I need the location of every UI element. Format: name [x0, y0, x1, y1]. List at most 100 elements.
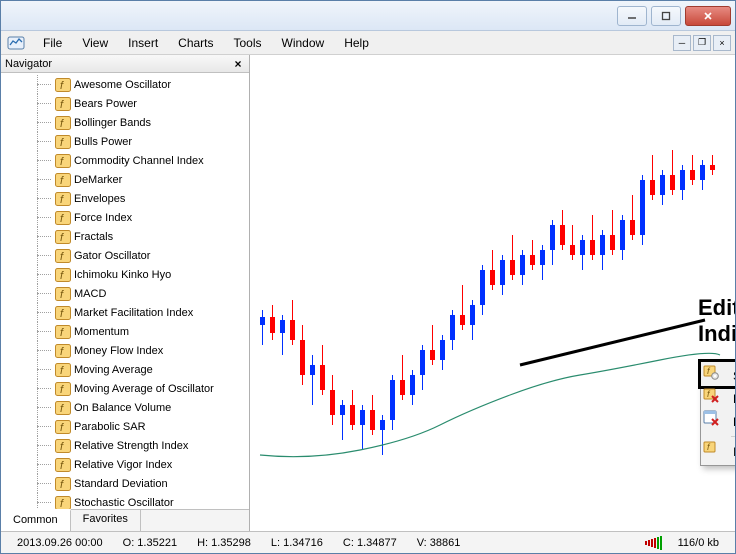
- menu-tools[interactable]: Tools: [224, 33, 272, 53]
- ctx-delete-indicator[interactable]: f Delete Indicator: [703, 387, 735, 410]
- indicator-item[interactable]: fBears Power: [1, 94, 249, 113]
- indicator-item[interactable]: fRelative Strength Index: [1, 436, 249, 455]
- menu-insert[interactable]: Insert: [118, 33, 168, 53]
- ctx-list-label: Indicators List: [729, 445, 735, 459]
- indicator-label: Force Index: [74, 212, 132, 224]
- indicator-item[interactable]: fStandard Deviation: [1, 474, 249, 493]
- status-low: L: 1.34716: [261, 537, 333, 549]
- indicator-item[interactable]: fBulls Power: [1, 132, 249, 151]
- ctx-delete-window[interactable]: Delete Indicator Window: [703, 410, 735, 433]
- indicator-label: Envelopes: [74, 193, 125, 205]
- navigator-tree[interactable]: fAwesome OscillatorfBears PowerfBollinge…: [1, 73, 249, 509]
- close-button[interactable]: [685, 6, 731, 26]
- status-vol: V: 38861: [407, 537, 471, 549]
- indicator-item[interactable]: fMoving Average of Oscillator: [1, 379, 249, 398]
- app-icon: [5, 33, 27, 53]
- mdi-close-button[interactable]: ×: [713, 35, 731, 51]
- status-close: C: 1.34877: [333, 537, 407, 549]
- menu-help[interactable]: Help: [334, 33, 379, 53]
- indicator-fx-icon: f: [55, 116, 71, 130]
- indicator-fx-icon: f: [55, 249, 71, 263]
- indicator-fx-icon: f: [55, 439, 71, 453]
- minimize-button[interactable]: [617, 6, 647, 26]
- indicator-fx-icon: f: [55, 287, 71, 301]
- indicator-item[interactable]: fRelative Vigor Index: [1, 455, 249, 474]
- indicator-item[interactable]: fIchimoku Kinko Hyo: [1, 265, 249, 284]
- indicator-item[interactable]: fStochastic Oscillator: [1, 493, 249, 509]
- indicator-fx-icon: f: [55, 382, 71, 396]
- indicator-label: Moving Average: [74, 364, 153, 376]
- indicator-fx-icon: f: [55, 78, 71, 92]
- indicator-label: On Balance Volume: [74, 402, 171, 414]
- indicator-label: Relative Vigor Index: [74, 459, 172, 471]
- mdi-minimize-button[interactable]: ─: [673, 35, 691, 51]
- indicator-item[interactable]: fOn Balance Volume: [1, 398, 249, 417]
- indicator-label: Stochastic Oscillator: [74, 497, 174, 509]
- indicator-fx-icon: f: [55, 363, 71, 377]
- indicator-fx-icon: f: [55, 496, 71, 510]
- indicator-label: Commodity Channel Index: [74, 155, 204, 167]
- status-date: 2013.09.26 00:00: [7, 537, 113, 549]
- ctx-delete-label: Delete Indicator: [729, 392, 735, 406]
- chart-area[interactable]: Edit Indicator f StdDev(20) properties..…: [250, 55, 735, 531]
- status-high: H: 1.35298: [187, 537, 261, 549]
- indicator-fx-icon: f: [55, 211, 71, 225]
- indicator-fx-icon: f: [55, 401, 71, 415]
- indicator-fx-icon: f: [55, 230, 71, 244]
- statusbar: 2013.09.26 00:00 O: 1.35221 H: 1.35298 L…: [1, 531, 735, 553]
- indicator-fx-icon: f: [55, 154, 71, 168]
- app-window: File View Insert Charts Tools Window Hel…: [0, 0, 736, 554]
- indicator-label: MACD: [74, 288, 106, 300]
- indicator-label: Market Facilitation Index: [74, 307, 193, 319]
- ctx-separator: [731, 436, 735, 437]
- chart-canvas: [250, 55, 735, 515]
- connection-bars-icon: [639, 536, 668, 550]
- indicator-label: Bears Power: [74, 98, 137, 110]
- indicator-item[interactable]: fAwesome Oscillator: [1, 75, 249, 94]
- indicator-label: Bollinger Bands: [74, 117, 151, 129]
- indicator-item[interactable]: fMoving Average: [1, 360, 249, 379]
- indicator-item[interactable]: fGator Oscillator: [1, 246, 249, 265]
- indicator-item[interactable]: fBollinger Bands: [1, 113, 249, 132]
- titlebar: [1, 1, 735, 31]
- ctx-properties[interactable]: f StdDev(20) properties...: [703, 364, 735, 387]
- tab-common[interactable]: Common: [1, 509, 71, 531]
- indicator-item[interactable]: fMarket Facilitation Index: [1, 303, 249, 322]
- menu-file[interactable]: File: [33, 33, 72, 53]
- indicator-item[interactable]: fDeMarker: [1, 170, 249, 189]
- indicator-fx-icon: f: [55, 420, 71, 434]
- navigator-close-button[interactable]: ×: [231, 57, 245, 71]
- indicator-item[interactable]: fForce Index: [1, 208, 249, 227]
- indicator-label: DeMarker: [74, 174, 122, 186]
- indicator-fx-icon: f: [55, 192, 71, 206]
- menu-view[interactable]: View: [72, 33, 118, 53]
- indicator-item[interactable]: fMomentum: [1, 322, 249, 341]
- indicator-item[interactable]: fCommodity Channel Index: [1, 151, 249, 170]
- indicator-fx-icon: f: [55, 173, 71, 187]
- context-menu: f StdDev(20) properties... f Delete Indi…: [700, 361, 735, 466]
- indicator-label: Relative Strength Index: [74, 440, 188, 452]
- indicator-item[interactable]: fFractals: [1, 227, 249, 246]
- indicator-item[interactable]: fParabolic SAR: [1, 417, 249, 436]
- ctx-indicators-list[interactable]: f Indicators List Ctrl+I: [703, 440, 735, 463]
- tab-favorites[interactable]: Favorites: [71, 510, 141, 531]
- navigator-title: Navigator: [5, 58, 231, 70]
- indicator-fx-icon: f: [55, 97, 71, 111]
- indicator-label: Gator Oscillator: [74, 250, 150, 262]
- menu-window[interactable]: Window: [272, 33, 335, 53]
- mdi-restore-button[interactable]: ❐: [693, 35, 711, 51]
- indicator-fx-icon: f: [55, 306, 71, 320]
- indicator-label: Money Flow Index: [74, 345, 163, 357]
- indicator-label: Fractals: [74, 231, 113, 243]
- navigator-header: Navigator ×: [1, 55, 249, 73]
- indicator-item[interactable]: fMoney Flow Index: [1, 341, 249, 360]
- indicator-item[interactable]: fEnvelopes: [1, 189, 249, 208]
- indicator-fx-icon: f: [55, 268, 71, 282]
- indicator-fx-icon: f: [55, 344, 71, 358]
- navigator-panel: Navigator × fAwesome OscillatorfBears Po…: [1, 55, 250, 531]
- indicator-label: Bulls Power: [74, 136, 132, 148]
- indicator-item[interactable]: fMACD: [1, 284, 249, 303]
- maximize-button[interactable]: [651, 6, 681, 26]
- menu-charts[interactable]: Charts: [168, 33, 223, 53]
- menubar: File View Insert Charts Tools Window Hel…: [1, 31, 735, 55]
